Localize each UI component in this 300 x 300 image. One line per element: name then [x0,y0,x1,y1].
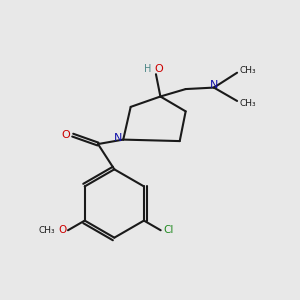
Text: Cl: Cl [164,225,174,235]
Text: O: O [154,64,163,74]
Text: CH₃: CH₃ [38,226,55,235]
Text: N: N [114,133,122,143]
Text: O: O [58,225,67,235]
Text: O: O [62,130,70,140]
Text: CH₃: CH₃ [239,66,256,75]
Text: CH₃: CH₃ [239,99,256,108]
Text: N: N [210,80,219,90]
Text: H: H [144,64,151,74]
